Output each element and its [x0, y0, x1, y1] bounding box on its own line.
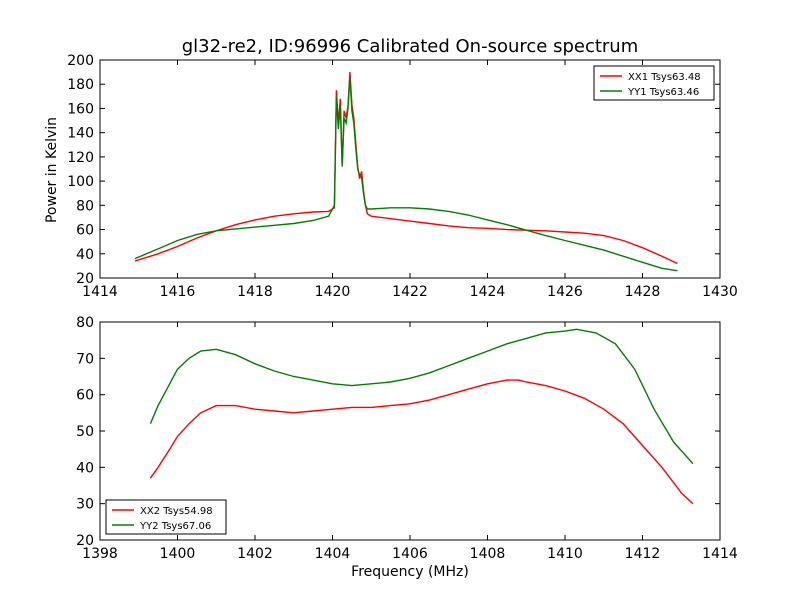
series-line-1 — [149, 379, 694, 505]
x-tick-label: 1414 — [702, 546, 738, 562]
legend-box — [593, 65, 715, 101]
y-tick-label: 100 — [67, 174, 94, 190]
y-tick-label: 160 — [67, 101, 94, 117]
y-tick-label: 60 — [76, 388, 94, 404]
x-tick-label: 1424 — [470, 284, 506, 300]
x-tick-label: 1408 — [470, 546, 506, 562]
x-tick-label: 1402 — [237, 546, 273, 562]
y-tick-label: 180 — [67, 77, 94, 93]
x-tick-label: 1420 — [315, 284, 351, 300]
x-tick-label: 1416 — [160, 284, 196, 300]
legend-label: XX2 Tsys54.98 — [140, 506, 213, 517]
x-tick-label: 1428 — [625, 284, 661, 300]
y-tick-label: 50 — [76, 424, 94, 440]
series-line-2 — [134, 76, 678, 272]
y-tick-label: 80 — [76, 315, 94, 331]
y-tick-label: 20 — [76, 271, 94, 287]
x-tick-label: 1404 — [315, 546, 351, 562]
x-tick-label: 1412 — [625, 546, 661, 562]
panel-1: 1414 1416 1418 1420 1422 1424 1426 1428 1430 20 40… — [67, 53, 738, 300]
legend-label: XX1 Tsys63.48 — [628, 72, 701, 83]
y-tick-label: 40 — [76, 247, 94, 263]
x-axis-label: Frequency (MHz) — [351, 564, 469, 580]
y-tick-label: 60 — [76, 223, 94, 239]
legend-label: YY1 Tsys63.46 — [627, 87, 699, 98]
y-tick-label: 20 — [76, 533, 94, 549]
y-tick-label: 30 — [76, 497, 94, 513]
x-tick-label: 1406 — [392, 546, 428, 562]
legend: XX2 Tsys54.98 YY2 Tsys67.06 — [105, 499, 227, 535]
y-tick-label: 80 — [76, 198, 94, 214]
y-tick-label: 200 — [67, 53, 94, 69]
y-tick-label: 120 — [67, 150, 94, 166]
y-tick-label: 40 — [76, 460, 94, 476]
y-tick-label: 140 — [67, 126, 94, 142]
legend: XX1 Tsys63.48 YY1 Tsys63.46 — [593, 65, 715, 101]
series-line-1 — [134, 72, 678, 265]
x-tick-label: 1426 — [547, 284, 583, 300]
x-tick-label: 1400 — [160, 546, 196, 562]
y-tick-label: 70 — [76, 351, 94, 367]
legend-label: YY2 Tsys67.06 — [139, 521, 211, 532]
y-axis-label: Power in Kelvin — [44, 117, 60, 223]
x-tick-label: 1410 — [547, 546, 583, 562]
figure-title: gl32-re2, ID:96996 Calibrated On-source … — [182, 36, 639, 57]
x-tick-label: 1430 — [702, 284, 738, 300]
x-tick-label: 1422 — [392, 284, 428, 300]
legend-box — [105, 499, 227, 535]
x-tick-label: 1398 — [82, 546, 118, 562]
panel-2: 1398 1400 1402 1404 1406 1408 1410 1412 1414 20 30… — [76, 315, 738, 562]
series-line-2 — [149, 328, 694, 465]
x-tick-label: 1414 — [82, 284, 118, 300]
x-tick-label: 1418 — [237, 284, 273, 300]
